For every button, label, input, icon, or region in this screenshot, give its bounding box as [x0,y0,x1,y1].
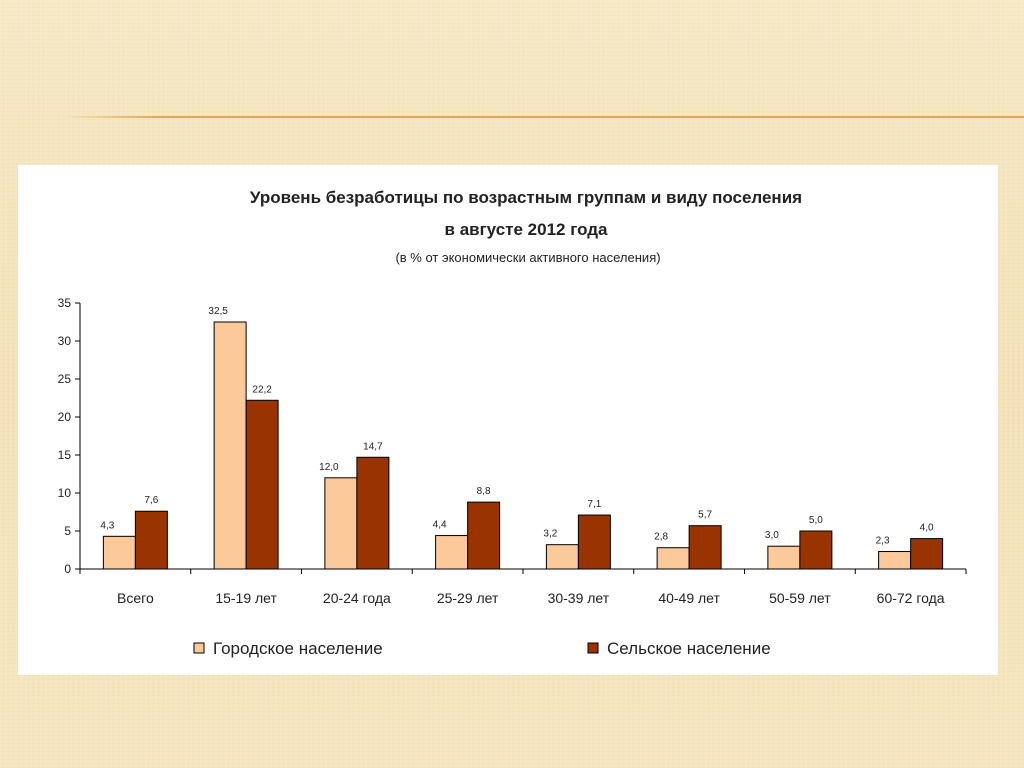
bar-rural [688,525,722,570]
bar-urban [878,551,912,570]
bar-urban [213,321,247,570]
x-tick-label: 50-59 лет [769,590,831,606]
bar-urban [656,547,690,570]
data-label: 7,1 [587,499,601,510]
y-tick-label: 20 [58,410,72,424]
bar-rural [577,514,611,570]
y-tick-label: 5 [64,524,71,538]
y-tick-label: 30 [58,334,72,348]
bar-rural [356,456,390,570]
data-label: 4,4 [433,520,447,531]
bar-rural [467,501,501,570]
chart-panel: Уровень безработицы по возрастным группа… [18,165,998,675]
decorative-rule [60,116,1024,118]
legend-swatch [193,642,205,654]
x-tick-label: Всего [117,590,154,606]
x-tick-label: 20-24 года [323,590,391,606]
x-tick-label: 60-72 года [877,590,945,606]
x-tick-label: 15-19 лет [215,590,277,606]
data-label: 14,7 [363,441,383,452]
legend: Городское население Сельское население [193,639,771,658]
data-label: 4,0 [920,523,934,534]
chart-title-line2: в августе 2012 года [445,220,608,239]
bar-urban [324,477,358,570]
legend-label: Сельское население [607,639,771,658]
bar-rural [799,530,833,570]
x-tick-label: 30-39 лет [548,590,610,606]
x-tick-label: 25-29 лет [437,590,499,606]
chart-title-line1: Уровень безработицы по возрастным группа… [250,188,802,207]
data-label: 5,0 [809,515,823,526]
data-label: 4,3 [100,520,114,531]
chart-subtitle: (в % от экономически активного населения… [395,250,660,265]
bar-rural [134,510,168,570]
y-tick-label: 25 [58,372,72,386]
bar-rural [245,399,279,570]
data-label: 12,0 [319,462,339,473]
data-label: 5,7 [698,510,712,521]
x-tick-label: 40-49 лет [658,590,720,606]
y-tick-label: 10 [58,486,72,500]
y-tick-label: 15 [58,448,72,462]
y-tick-label: 35 [58,296,72,310]
data-label: 22,2 [252,384,272,395]
bar-rural [910,538,944,570]
data-label: 3,0 [765,530,779,541]
data-label: 3,2 [543,529,557,540]
y-tick-label: 0 [64,562,71,576]
legend-label: Городское население [213,639,383,658]
data-label: 2,3 [876,536,890,547]
data-label: 7,6 [144,495,158,506]
data-label: 8,8 [477,486,491,497]
x-axis: Всего 15-19 лет 20-24 года 25-29 лет 30-39 л… [79,568,967,606]
legend-swatch [587,642,599,654]
bar-urban [545,544,579,570]
bar-urban [102,535,136,570]
data-label: 2,8 [654,532,668,543]
bar-chart: Уровень безработицы по возрастным группа… [58,188,967,658]
bar-urban [767,545,801,570]
bars: 4,3 7,6 32,5 22,2 12,0 14,7 4,4 8,8 3,2 7,1 2,8 5,7… [100,306,944,570]
data-label: 32,5 [208,306,228,317]
y-axis: 0 5 10 15 20 25 30 35 [58,296,81,576]
bar-urban [435,535,469,570]
